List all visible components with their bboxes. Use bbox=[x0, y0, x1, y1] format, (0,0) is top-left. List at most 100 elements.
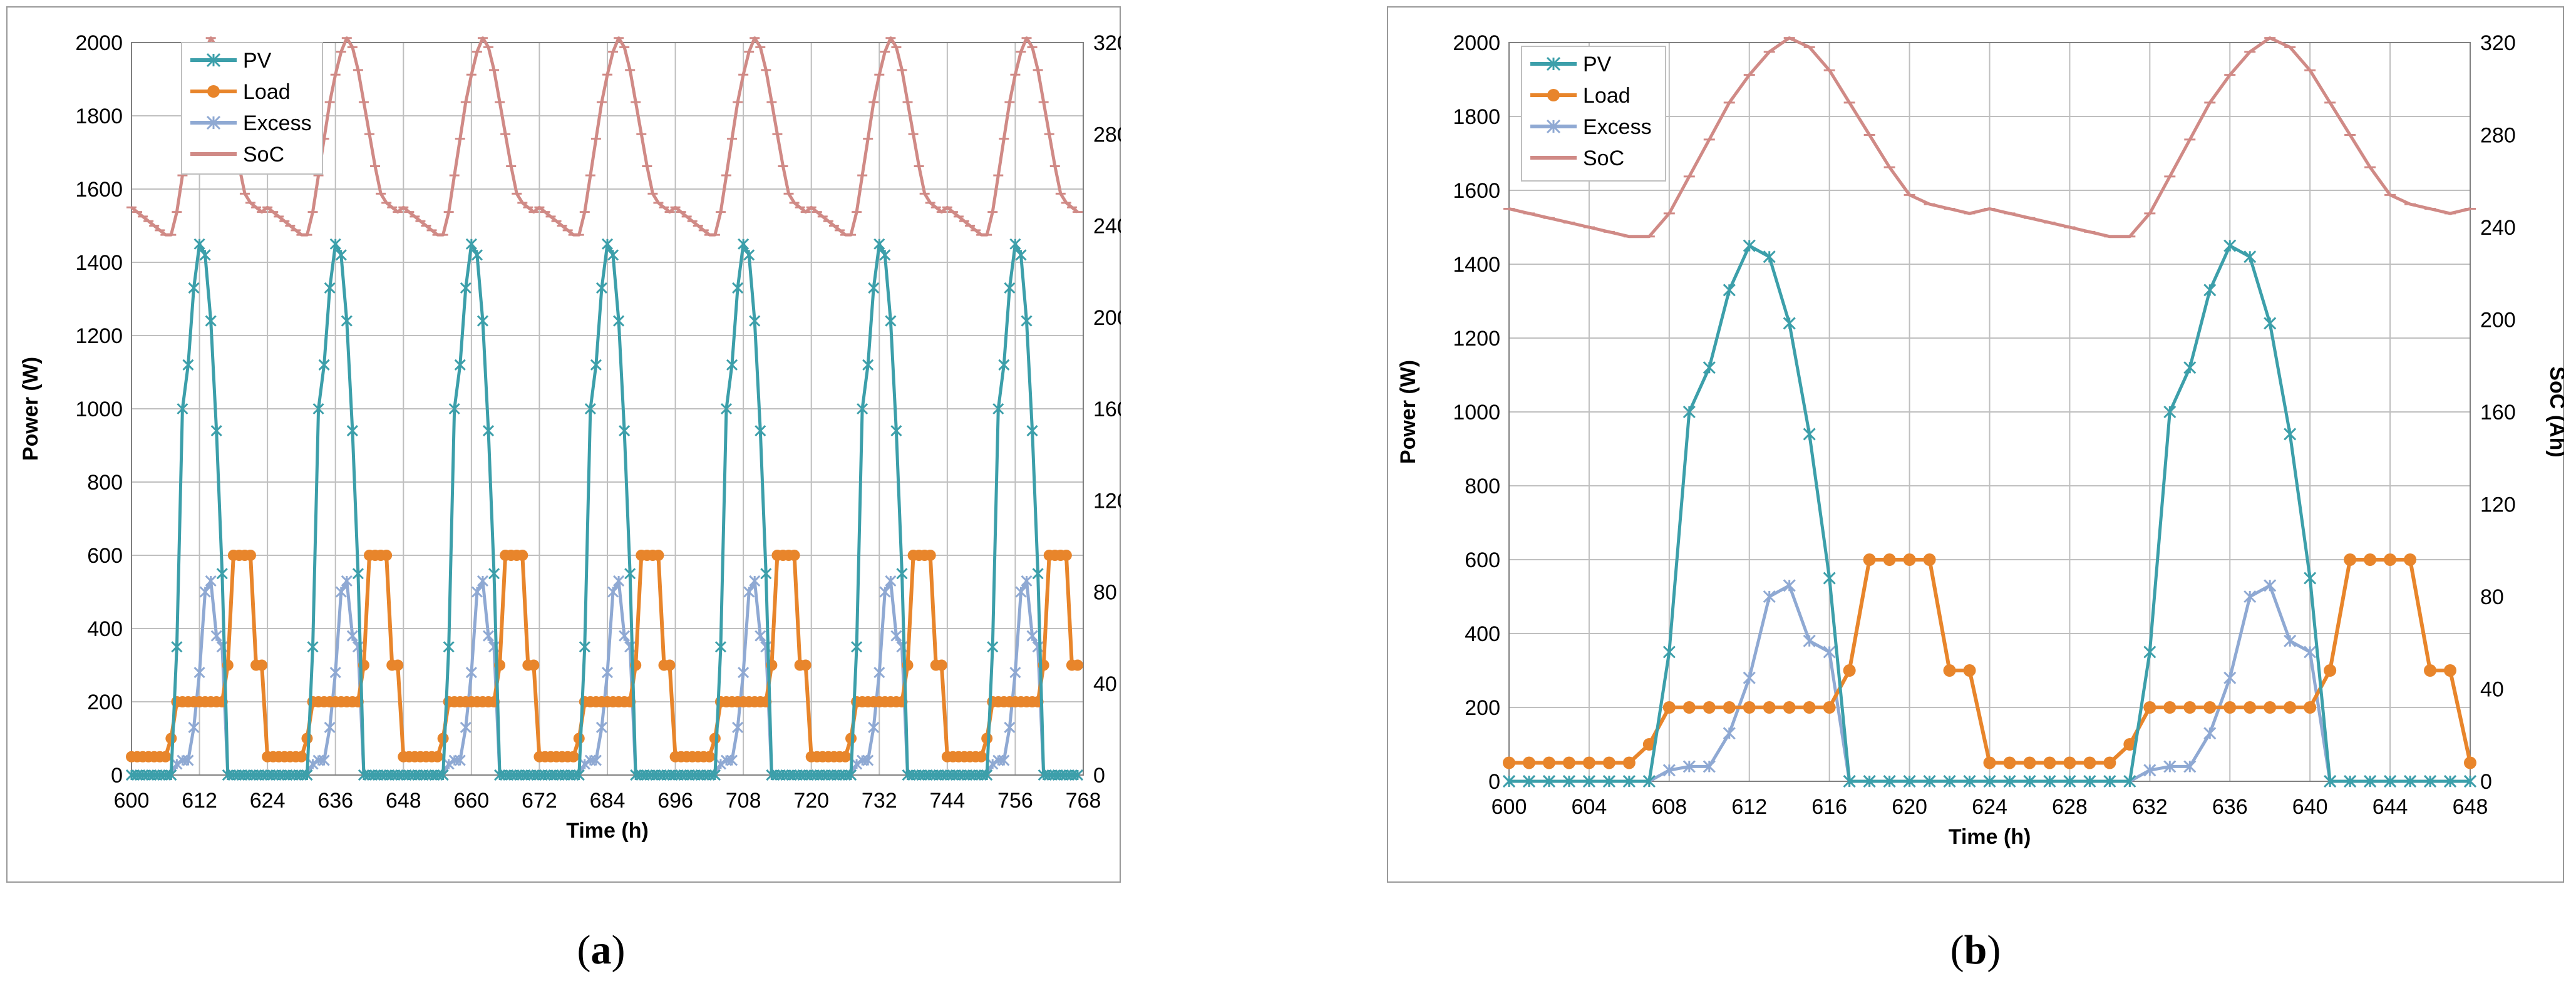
pv-point bbox=[1622, 774, 1636, 788]
load-point bbox=[2043, 756, 2056, 769]
pv-point bbox=[2003, 774, 2016, 788]
excess-point bbox=[346, 630, 358, 642]
x-tick-label: 672 bbox=[522, 789, 557, 813]
pv-point bbox=[743, 249, 755, 261]
x-tick-label: 640 bbox=[2292, 795, 2328, 819]
y2-tick-label: 120 bbox=[1093, 489, 1121, 513]
load-point bbox=[703, 751, 715, 763]
pv-point bbox=[2403, 774, 2417, 788]
excess-point bbox=[590, 754, 602, 766]
excess-point bbox=[454, 754, 466, 766]
load-point bbox=[1622, 756, 1636, 769]
excess-point bbox=[868, 721, 880, 734]
pv-point bbox=[352, 568, 364, 580]
pv-point bbox=[1923, 774, 1936, 788]
excess-point bbox=[743, 586, 755, 598]
pv-point bbox=[1642, 774, 1656, 788]
y-tick-label: 0 bbox=[1488, 770, 1500, 794]
excess-point bbox=[1004, 721, 1016, 734]
load-point bbox=[1602, 756, 1615, 769]
load-point bbox=[788, 550, 800, 561]
load-point bbox=[2344, 553, 2357, 566]
y-tick-label: 1600 bbox=[1453, 179, 1500, 203]
pv-point bbox=[1004, 282, 1016, 294]
pv-point bbox=[738, 238, 750, 250]
load-point bbox=[1983, 756, 1996, 769]
y-tick-label: 400 bbox=[87, 617, 123, 641]
pv-point bbox=[454, 359, 466, 371]
series-soc bbox=[126, 36, 1083, 237]
pv-point bbox=[579, 641, 590, 653]
pv-point bbox=[590, 359, 602, 371]
y2-tick-label: 320 bbox=[2480, 31, 2516, 55]
x-tick-label: 624 bbox=[1972, 795, 2007, 819]
excess-point bbox=[1743, 671, 1756, 684]
plot-area bbox=[131, 42, 1084, 776]
excess-point bbox=[1763, 590, 1776, 603]
legend-swatch-marker bbox=[1547, 89, 1560, 101]
load-point bbox=[1662, 701, 1676, 714]
pv-point bbox=[177, 403, 188, 415]
x-tick-label: 612 bbox=[182, 789, 217, 813]
excess-point bbox=[482, 630, 495, 642]
x-tick-label: 648 bbox=[386, 789, 421, 813]
pv-point bbox=[2423, 774, 2437, 788]
y-tick-label: 1400 bbox=[75, 251, 123, 275]
pv-point bbox=[1743, 239, 1756, 252]
pv-point bbox=[1943, 774, 1956, 788]
y2-tick-label: 160 bbox=[1093, 398, 1121, 421]
x-axis-title: Time (h) bbox=[566, 819, 649, 843]
pv-point bbox=[312, 403, 324, 415]
pv-point bbox=[182, 359, 194, 371]
excess-point bbox=[726, 754, 738, 766]
pv-point bbox=[465, 238, 477, 250]
load-point bbox=[1923, 553, 1936, 566]
y-tick-label: 1600 bbox=[75, 178, 123, 202]
excess-point bbox=[607, 586, 619, 598]
pv-point bbox=[2463, 774, 2477, 788]
excess-point bbox=[443, 758, 455, 770]
load-point bbox=[256, 659, 268, 671]
pv-point bbox=[2364, 774, 2377, 788]
y2-tick-label: 160 bbox=[2480, 401, 2516, 424]
excess-point bbox=[1823, 645, 1836, 659]
x-tick-label: 720 bbox=[793, 789, 829, 813]
x-tick-label: 768 bbox=[1066, 789, 1101, 813]
pv-point bbox=[1703, 361, 1716, 374]
excess-point bbox=[890, 630, 902, 642]
pv-point bbox=[720, 403, 733, 415]
y-tick-label: 1400 bbox=[1453, 253, 1500, 277]
pv-point bbox=[1682, 405, 1696, 419]
y-tick-label: 800 bbox=[1465, 475, 1500, 498]
load-point bbox=[1060, 550, 1072, 561]
pv-point bbox=[2443, 774, 2457, 788]
excess-point bbox=[1723, 727, 1736, 740]
pv-point bbox=[165, 769, 177, 781]
excess-point bbox=[2143, 764, 2156, 777]
pv-point bbox=[624, 568, 636, 580]
y-tick-label: 400 bbox=[1465, 622, 1500, 646]
x-tick-label: 624 bbox=[250, 789, 286, 813]
load-point bbox=[1823, 701, 1836, 714]
pv-point bbox=[1983, 774, 1996, 788]
excess-point bbox=[471, 586, 483, 598]
y2-tick-label: 0 bbox=[1093, 764, 1105, 788]
pv-point bbox=[873, 238, 885, 250]
pv-point bbox=[488, 568, 500, 580]
y2-tick-label: 240 bbox=[2480, 216, 2516, 240]
pv-point bbox=[619, 425, 631, 437]
pv-point bbox=[851, 641, 863, 653]
pv-point bbox=[2344, 774, 2357, 788]
panel-caption: (b) bbox=[1950, 927, 2001, 973]
load-point bbox=[2003, 756, 2016, 769]
pv-point bbox=[205, 315, 217, 327]
y-tick-label: 800 bbox=[87, 471, 123, 495]
excess-point bbox=[2284, 634, 2297, 647]
pv-point bbox=[1009, 238, 1021, 250]
excess-point bbox=[1783, 579, 1796, 592]
load-point bbox=[976, 751, 987, 763]
pv-point bbox=[2183, 361, 2197, 374]
load-point bbox=[1803, 701, 1816, 714]
y-tick-label: 1800 bbox=[75, 105, 123, 128]
x-tick-label: 660 bbox=[453, 789, 489, 813]
